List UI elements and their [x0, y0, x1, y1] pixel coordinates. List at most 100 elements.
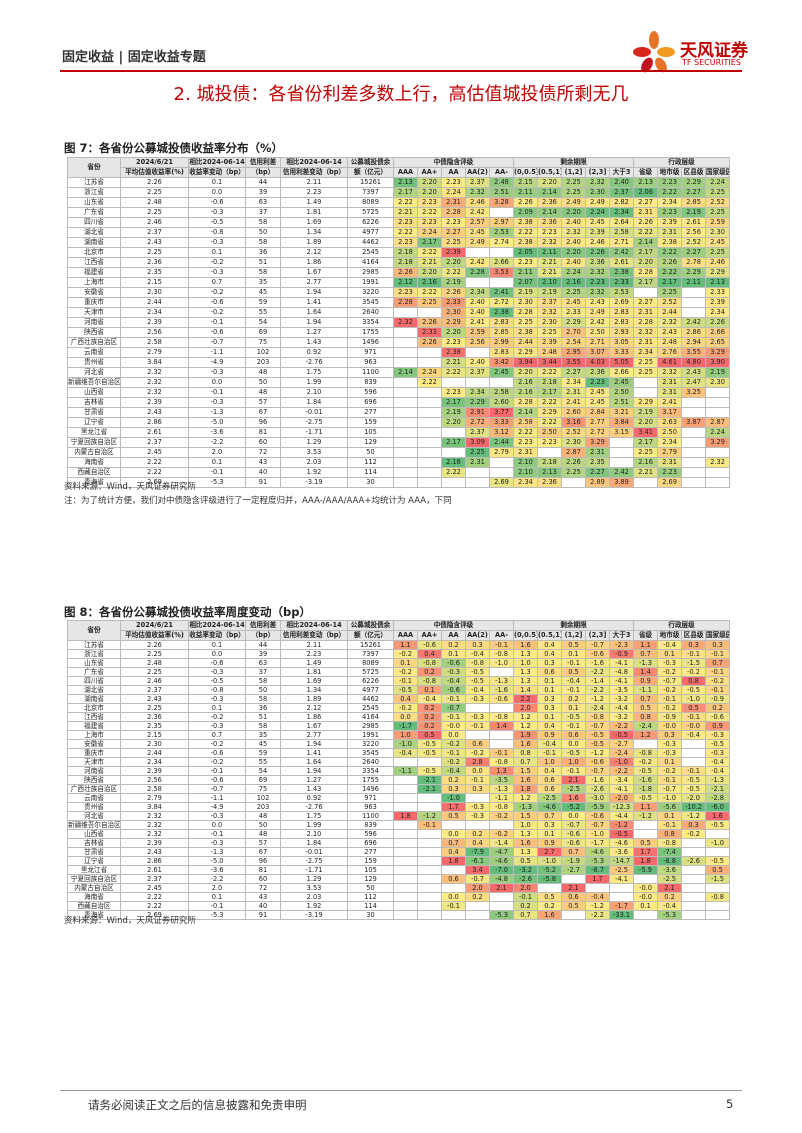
- header-cell: 省份: [67, 620, 121, 641]
- empty-cell: [465, 467, 490, 478]
- empty-cell: [441, 427, 466, 438]
- table-row: 宁夏回族自治区 2.37 -2.2 60 1.29 129 2.17 3.09 2.44 2.23…: [67, 437, 731, 448]
- empty-cell: [609, 437, 635, 448]
- cell: -2.2: [609, 766, 635, 776]
- cell: 39: [245, 187, 281, 198]
- cell: 2.19: [537, 287, 563, 298]
- cell: -2.4: [633, 721, 659, 731]
- cell: 2.50: [585, 327, 611, 338]
- cell: 1.89: [280, 237, 348, 248]
- cell: -3.2: [513, 865, 539, 875]
- cell: -1.0: [681, 694, 707, 704]
- cell: 0.3: [537, 658, 563, 668]
- cell: -0.8: [488, 712, 515, 722]
- table-row: 黑龙江省 2.61 -3.6 81 -1.71 105 3.4 -7.0 -3.2 -5.2 -2.…: [67, 865, 731, 875]
- empty-cell: [488, 377, 515, 388]
- cell: 0.1: [188, 640, 246, 650]
- cell: 天津市: [67, 757, 121, 767]
- cell: 2.20: [441, 257, 466, 268]
- cell: 2.72: [465, 417, 490, 428]
- cell: 1.34: [280, 685, 348, 695]
- cell: 0.7: [705, 658, 731, 668]
- cell: 0.2: [417, 667, 442, 677]
- cell: -0.2: [633, 757, 659, 767]
- cell: -0.6: [705, 712, 731, 722]
- cell: 1.3: [513, 667, 539, 677]
- cell: 2.52: [705, 197, 731, 208]
- cell: -0.6: [585, 757, 611, 767]
- empty-cell: [681, 287, 707, 298]
- cell: 北京市: [67, 703, 121, 713]
- cell: 2.22: [441, 367, 466, 378]
- cell: 0.5: [705, 865, 731, 875]
- cell: -0.7: [465, 874, 490, 884]
- empty-cell: [488, 207, 515, 218]
- cell: 2.26: [393, 267, 418, 278]
- cell: 江苏省: [67, 640, 121, 650]
- table-row: 天津市 2.34 -0.2 55 1.64 2640 2.30 2.40 2.38 2.28 2.3…: [67, 307, 731, 318]
- cell: -0.1: [188, 317, 246, 328]
- cell: 2.14: [393, 367, 418, 378]
- empty-cell: [393, 457, 418, 468]
- cell: 81: [245, 427, 281, 438]
- empty-cell: [417, 874, 442, 884]
- table-row: 山东省 2.48 -0.6 63 1.49 8089 0.1 -0.8 -0.6 -0.8 -1.0…: [67, 658, 731, 668]
- cell: -2.5: [609, 865, 635, 875]
- cell: 1.81: [280, 667, 348, 677]
- cell: 2.45: [585, 387, 611, 398]
- cell: 2.37: [537, 297, 563, 308]
- cell: 2.32: [705, 457, 731, 468]
- empty-cell: [393, 784, 418, 794]
- cell: 宁夏回族自治区: [67, 437, 121, 448]
- empty-cell: [705, 397, 731, 408]
- cell: 69: [245, 775, 281, 785]
- empty-cell: [417, 307, 442, 318]
- cell: 2.79: [488, 447, 515, 458]
- cell: 四川省: [67, 217, 121, 228]
- cell: -0.2: [681, 667, 707, 677]
- cell: -5.9: [633, 865, 659, 875]
- cell: 2.58: [488, 387, 515, 398]
- cell: 2.37: [609, 187, 635, 198]
- empty-cell: [417, 427, 442, 438]
- cell: 天津市: [67, 307, 121, 318]
- header-cell: (0,0.5]: [513, 630, 539, 641]
- cell: 2.22: [417, 287, 442, 298]
- cell: 2.37: [465, 367, 490, 378]
- cell: 2.31: [657, 387, 683, 398]
- cell: 1496: [347, 337, 394, 348]
- cell: -3.0: [585, 793, 611, 803]
- logo-text: 天风证券: [680, 41, 748, 61]
- cell: 2.09: [513, 207, 539, 218]
- empty-cell: [681, 901, 707, 911]
- cell: 2.78: [681, 257, 707, 268]
- cell: -4.6: [609, 838, 635, 848]
- cell: 福建省: [67, 721, 121, 731]
- cell: 2.23: [585, 277, 611, 288]
- cell: 2.31: [561, 387, 587, 398]
- cell: 2.36: [120, 712, 189, 722]
- cell: 西藏自治区: [67, 901, 121, 911]
- cell: -0.8: [417, 676, 442, 686]
- cell: 2.36: [537, 477, 563, 488]
- header-row: 省份 2024/6/21 相比2024-06-14 信用利差 相比2024-06-14 公…: [67, 620, 731, 641]
- cell: -1.2: [585, 748, 611, 758]
- cell: -3.4: [609, 775, 635, 785]
- cell: -0.8: [488, 649, 515, 659]
- cell: -2.6: [513, 874, 539, 884]
- cell: 2640: [347, 307, 394, 318]
- cell: 2.32: [585, 287, 611, 298]
- cell: 30: [347, 910, 394, 920]
- cell: 2.31: [657, 457, 683, 468]
- empty-cell: [417, 397, 442, 408]
- header-cell: 行政层级: [633, 620, 731, 631]
- cell: 67: [245, 407, 281, 418]
- cell: 广西壮族自治区: [67, 784, 121, 794]
- cell: -4.6: [488, 856, 515, 866]
- cell: -0.5: [561, 748, 587, 758]
- cell: 2.69: [609, 297, 635, 308]
- header-cell: 相比2024-06-14: [280, 620, 348, 631]
- cell: 福建省: [67, 267, 121, 278]
- cell: 2.18: [537, 457, 563, 468]
- header-cell: 剩余期限: [513, 620, 635, 631]
